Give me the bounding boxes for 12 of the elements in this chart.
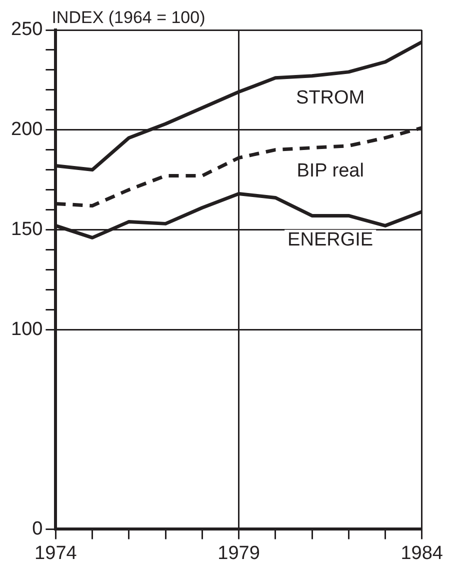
y-tick-label: 0 (32, 518, 43, 540)
series-label: STROM (296, 88, 365, 109)
y-tick-label: 100 (11, 318, 43, 340)
y-tick-label: 250 (11, 19, 43, 40)
y-tick-label: 200 (11, 119, 43, 140)
y-axis-title: INDEX (1964 = 100) (52, 8, 206, 28)
x-tick-label: 1979 (218, 542, 260, 564)
series-label: ENERGIE (288, 229, 374, 250)
y-tick-label: 150 (11, 218, 43, 240)
x-tick-label: 1984 (400, 542, 444, 564)
x-tick-label: 1974 (34, 542, 78, 564)
series-label: BIP real (296, 160, 364, 182)
